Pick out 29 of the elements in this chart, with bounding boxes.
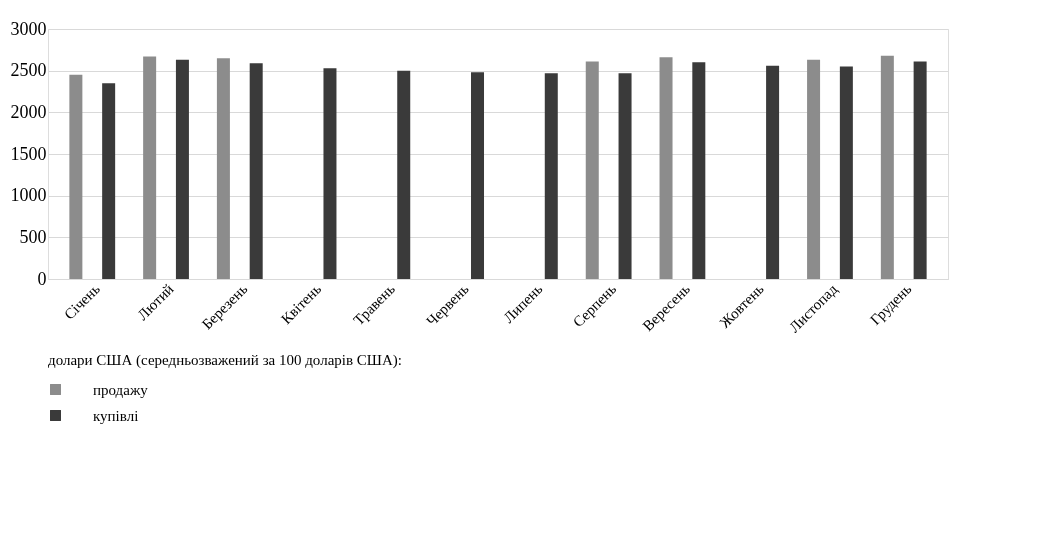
bar <box>618 73 632 279</box>
bar <box>659 57 673 279</box>
bar <box>766 65 780 279</box>
y-tick-label: 2500 <box>10 60 47 81</box>
bar <box>216 58 230 279</box>
bar <box>807 59 821 279</box>
legend-label: продажу <box>93 381 149 398</box>
bar <box>143 56 157 279</box>
bar <box>913 61 927 279</box>
y-tick-label: 500 <box>19 226 47 247</box>
y-tick-label: 0 <box>37 268 47 289</box>
y-tick-label: 1000 <box>10 185 47 206</box>
bar <box>585 61 599 279</box>
bar <box>323 68 337 279</box>
bar <box>249 63 263 279</box>
bar <box>175 59 189 279</box>
legend-title: долари США (середньозважений за 100 доларів США): <box>48 352 402 369</box>
y-tick-label: 3000 <box>10 18 47 39</box>
y-tick-label: 2000 <box>10 101 47 122</box>
bar <box>692 62 706 279</box>
bar <box>102 83 116 279</box>
bar <box>397 70 411 279</box>
legend-label: купівлі <box>93 407 139 424</box>
bar <box>839 66 853 279</box>
bar <box>544 73 558 279</box>
bar <box>471 72 485 279</box>
bar <box>880 55 894 279</box>
y-tick-label: 1500 <box>10 143 47 164</box>
bar <box>69 74 83 279</box>
